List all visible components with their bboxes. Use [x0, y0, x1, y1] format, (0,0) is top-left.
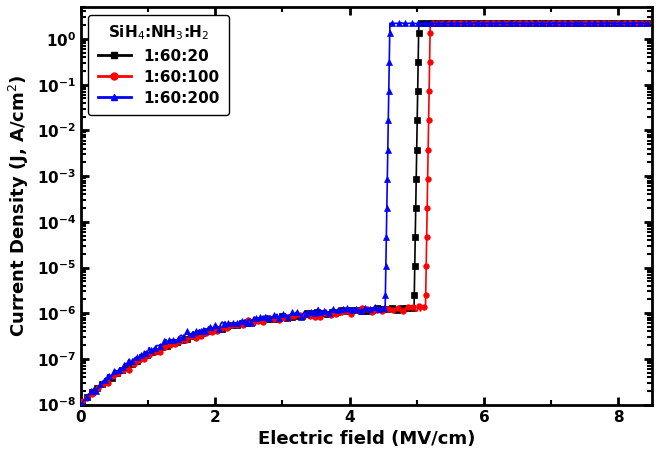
Y-axis label: Current Density (J, A/cm$^2$): Current Density (J, A/cm$^2$)	[7, 75, 31, 337]
X-axis label: Electric field (MV/cm): Electric field (MV/cm)	[258, 430, 475, 448]
Legend: 1:60:20, 1:60:100, 1:60:200: 1:60:20, 1:60:100, 1:60:200	[88, 15, 229, 115]
